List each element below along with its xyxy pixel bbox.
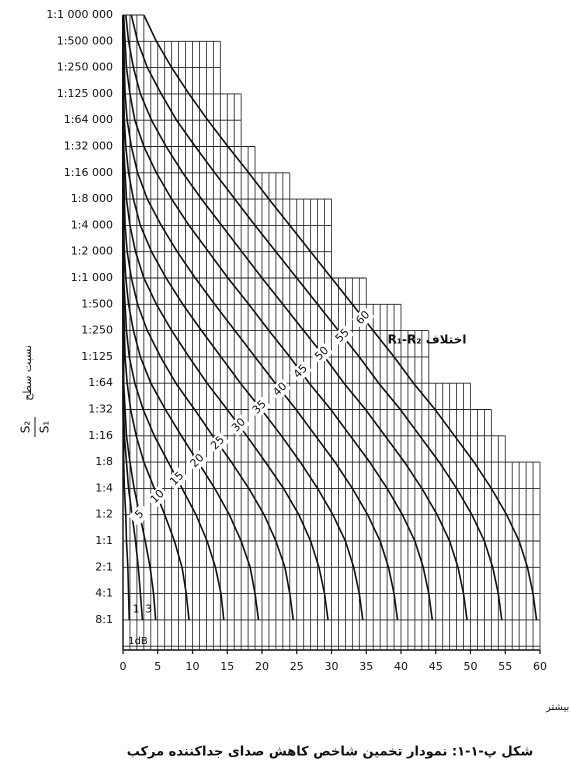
curve-label-bg [331,324,354,348]
curve-label: 10 [146,485,169,509]
curve-label: 15 [165,467,189,491]
x-tick-label: 15 [220,660,234,673]
curve-label-bg [206,431,230,455]
curve-label-text: 1 [132,602,139,615]
curve-label-text: 50 [312,344,331,363]
curve-label-bg [146,485,169,509]
y-tick-label: 1:16 [88,429,113,442]
curve [122,15,364,621]
caption: شکل پ-۱-۱: نمودار تخمین شاخص کاهش صدای ج… [127,745,534,760]
curve-label: 60 [351,306,375,330]
y-tick-label: 2:1 [95,560,113,573]
y-tick-label: 1:64 000 [64,113,113,126]
y-tick-label: 1:32 [88,403,113,416]
y-label-text: نسبت سطح [21,345,34,401]
y-tick-label: 1:2 [95,508,113,521]
curve-label: 1 [132,602,139,615]
x-tick-label: 20 [255,660,269,673]
y-label-denominator: S₁ [38,421,52,434]
curve [122,15,225,620]
curve [130,14,503,621]
y-tick-label: 1:4 [95,481,113,494]
y-label-numerator: S₂ [19,421,33,434]
y-tick-label: 1:1 [95,534,113,547]
curve [122,15,295,621]
x-tick-label: 50 [464,660,478,673]
y-axis-label: نسبت سطح S₂ S₁ [19,345,52,437]
x-tick-label: 60 [533,660,547,673]
y-tick-label: 1:125 [81,350,113,363]
curve [122,14,399,621]
curve-label-bg [165,467,189,491]
x-axis-label: R₁-R کسر شده از شاخص کاهش صدای بیشتر [545,702,571,713]
curve-label-bg [128,503,151,527]
curve-label: 55 [331,324,354,348]
y-tick-label: 1:64 [88,376,113,389]
curve-label-text: 55 [333,326,352,345]
curve-label: 3 [145,602,152,615]
x-tick-label: 30 [325,660,339,673]
curve-label-bg [268,378,292,401]
x-tick-label: 40 [394,660,408,673]
y-tick-label: 1:8 000 [71,192,113,205]
annotation: اختلاف R₁-R₂ [388,333,467,347]
curve-label: 30 [227,413,251,437]
curve-label-bg [227,413,251,437]
x-tick-label: 55 [498,660,512,673]
curve-label: 50 [310,342,334,366]
curve-label: 25 [206,431,230,455]
curve-label: 20 [186,449,209,473]
y-tick-label: 1:4 000 [71,218,113,231]
unit-label: 1dB [128,636,148,647]
x-tick-label: 45 [429,660,443,673]
curve-label-text: 60 [353,308,372,327]
y-tick-label: 1:16 000 [64,166,113,179]
curve-label: 35 [248,396,271,419]
curve-label-bg [248,396,271,419]
curve-label: 45 [289,360,313,383]
curve-label-text: 35 [250,397,269,416]
y-tick-label: 1:8 [95,455,113,468]
curve-label-bg [289,360,313,383]
curve-label: 40 [268,378,292,401]
curve-label-bg [186,449,209,473]
curve [122,14,434,621]
y-tick-label: 8:1 [95,613,113,626]
curve-label-bg [310,342,334,366]
x-tick-label: 5 [154,660,161,673]
curve [124,14,468,621]
x-tick-label: 0 [120,660,127,673]
x-tick-label: 35 [359,660,373,673]
y-tick-label: 1:1 000 000 [46,8,113,21]
y-tick-label: 1:250 [81,324,113,337]
y-tick-label: 1:250 000 [57,61,113,74]
y-tick-label: 1:500 000 [57,34,113,47]
curve-label-text: 15 [167,469,186,488]
y-tick-label: 1:125 000 [57,87,113,100]
y-tick-label: 1:2 000 [71,245,113,258]
y-tick-label: 1:32 000 [64,140,113,153]
curve-label-text: 20 [187,451,206,470]
y-tick-label: 4:1 [95,587,113,600]
curve-label-text: 40 [270,380,289,399]
x-tick-label: 10 [186,660,200,673]
grid [122,14,541,654]
curves [122,14,538,621]
labels: 0 5 10 15 20 25 30 35 40 45 50 55 601:1 000 0001:500… [46,8,547,673]
curve-label-text: 30 [229,415,248,434]
curve-label-text: 3 [145,602,152,615]
curve-label: 5 [128,503,151,527]
curve-label-bg [351,306,375,330]
curve-label-text: 45 [291,362,310,381]
y-tick-label: 1:500 [81,297,113,310]
x-tick-label: 25 [290,660,304,673]
y-tick-label: 1:1 000 [71,271,113,284]
